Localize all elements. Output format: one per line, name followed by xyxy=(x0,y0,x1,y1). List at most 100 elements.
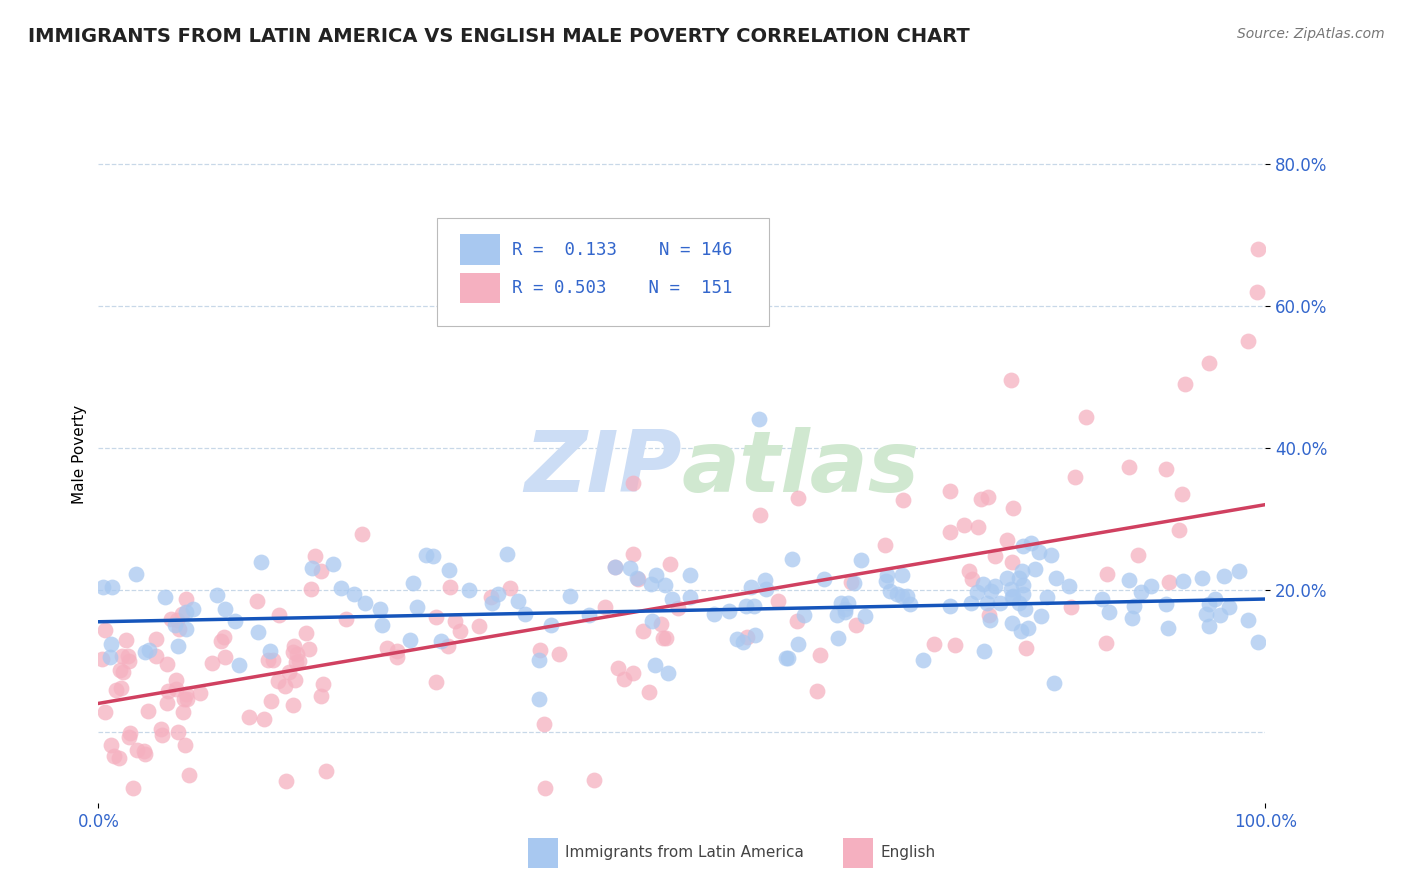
Point xyxy=(256,653,278,667)
Point xyxy=(1191,572,1213,586)
Point xyxy=(1042,676,1064,690)
Point xyxy=(1001,590,1024,604)
Point xyxy=(1204,592,1226,607)
Point xyxy=(104,682,127,697)
Point xyxy=(1097,566,1119,581)
Point xyxy=(529,643,551,657)
Point xyxy=(385,649,408,664)
Point xyxy=(246,594,269,608)
Point xyxy=(145,632,167,646)
Point xyxy=(808,648,831,662)
Point xyxy=(368,602,391,616)
Point xyxy=(159,612,181,626)
Point xyxy=(1173,574,1195,589)
Point xyxy=(150,722,173,736)
Point xyxy=(842,576,865,591)
Point xyxy=(156,683,179,698)
Point xyxy=(174,622,197,636)
Point xyxy=(138,642,160,657)
Point xyxy=(1236,334,1258,349)
Point xyxy=(578,607,600,622)
Point xyxy=(1074,409,1097,424)
Point xyxy=(1171,486,1194,500)
Point xyxy=(886,587,908,601)
Point xyxy=(1174,376,1197,391)
Point xyxy=(939,599,962,614)
Point xyxy=(177,768,200,782)
Point xyxy=(1039,548,1062,562)
Point xyxy=(169,622,191,636)
Point xyxy=(953,518,976,533)
Point xyxy=(274,774,297,789)
Point xyxy=(136,704,159,718)
Point xyxy=(1029,608,1052,623)
Point xyxy=(173,691,195,706)
Point xyxy=(174,605,197,619)
Point xyxy=(385,644,408,658)
Point xyxy=(1247,635,1270,649)
Point xyxy=(548,647,571,661)
FancyBboxPatch shape xyxy=(437,219,769,326)
Point xyxy=(1128,549,1150,563)
Point xyxy=(354,596,377,610)
Point xyxy=(224,614,246,628)
Point xyxy=(228,658,250,673)
Point xyxy=(259,644,281,658)
Point xyxy=(787,636,810,650)
Point xyxy=(263,653,285,667)
Text: R =  0.133    N = 146: R = 0.133 N = 146 xyxy=(512,241,733,259)
Point xyxy=(110,681,132,696)
Point xyxy=(679,591,702,605)
Point xyxy=(593,599,616,614)
Point xyxy=(834,605,856,619)
Point xyxy=(1000,555,1022,569)
Point xyxy=(1036,590,1059,604)
Point xyxy=(165,681,187,696)
Point xyxy=(150,728,173,742)
Point xyxy=(603,559,626,574)
Point xyxy=(845,617,868,632)
Point xyxy=(623,475,645,490)
Point xyxy=(238,710,260,724)
Point xyxy=(813,572,835,586)
Point xyxy=(853,609,876,624)
Point xyxy=(603,560,626,574)
Point xyxy=(121,780,143,795)
Point xyxy=(645,568,668,582)
Point xyxy=(748,508,770,522)
Point xyxy=(267,673,290,688)
Point xyxy=(1017,621,1039,635)
Point xyxy=(827,631,849,645)
Point xyxy=(834,602,856,616)
Point xyxy=(127,743,149,757)
Point xyxy=(1209,607,1232,622)
Point xyxy=(134,645,156,659)
Point xyxy=(988,596,1011,610)
Point xyxy=(1218,600,1240,615)
Point xyxy=(825,607,848,622)
Point xyxy=(582,773,605,788)
Point xyxy=(118,726,141,740)
Point xyxy=(654,578,676,592)
Point xyxy=(1227,564,1250,578)
Point xyxy=(288,654,311,668)
Point xyxy=(1011,564,1033,578)
Point xyxy=(174,738,197,752)
Point xyxy=(467,619,489,633)
Point xyxy=(172,705,194,719)
Point xyxy=(787,491,810,506)
Point xyxy=(533,717,555,731)
Point xyxy=(1198,619,1220,633)
Point xyxy=(486,587,509,601)
Point xyxy=(1011,578,1033,592)
Point xyxy=(875,574,897,589)
Point xyxy=(1237,613,1260,627)
Point xyxy=(972,576,994,591)
Point xyxy=(775,651,797,665)
Point xyxy=(201,656,224,670)
Point xyxy=(754,574,776,588)
Point xyxy=(457,582,479,597)
FancyBboxPatch shape xyxy=(460,235,501,265)
Point xyxy=(613,672,636,686)
Point xyxy=(979,613,1001,627)
